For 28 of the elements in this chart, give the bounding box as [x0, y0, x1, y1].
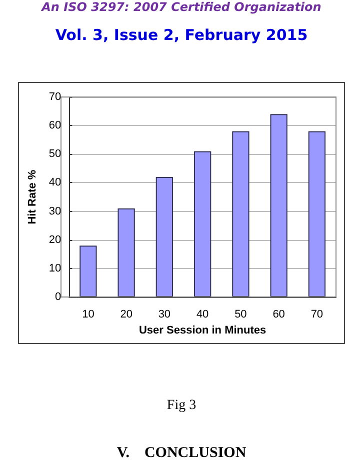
y-tick-label: 40	[48, 176, 62, 189]
x-axis-title: User Session in Minutes	[138, 324, 266, 336]
x-tick-label: 60	[272, 308, 285, 320]
text: V. CONCLUSION	[116, 445, 248, 462]
x-tick-label: 40	[196, 308, 209, 320]
bar	[270, 114, 288, 297]
y-tick-label: 0	[55, 291, 62, 303]
y-tick-label: 60	[48, 120, 62, 132]
y-axis-title: Hit Rate %	[26, 170, 38, 224]
y-tick-label: 50	[48, 148, 62, 160]
x-tick-label: 50	[234, 308, 247, 320]
bar	[156, 177, 174, 297]
x-tick-label: 30	[158, 308, 171, 320]
text: An ISO 3297: 2007 Certified Organization	[40, 0, 322, 14]
y-tick-label: 20	[48, 234, 62, 246]
y-tick-label: 30	[48, 205, 62, 218]
bar	[194, 151, 212, 297]
y-tick-label: 70	[48, 91, 62, 103]
x-tick-label: 10	[82, 308, 94, 320]
y-tick-label: 10	[48, 262, 62, 274]
text: Vol. 3, Issue 2, February 2015	[54, 26, 309, 44]
bar	[308, 131, 326, 297]
bar	[118, 208, 135, 297]
x-tick-label: 20	[120, 308, 132, 320]
bar	[232, 131, 250, 297]
x-tick-label: 70	[310, 308, 324, 320]
bar	[80, 246, 97, 297]
caption: Fig 3	[166, 398, 198, 414]
